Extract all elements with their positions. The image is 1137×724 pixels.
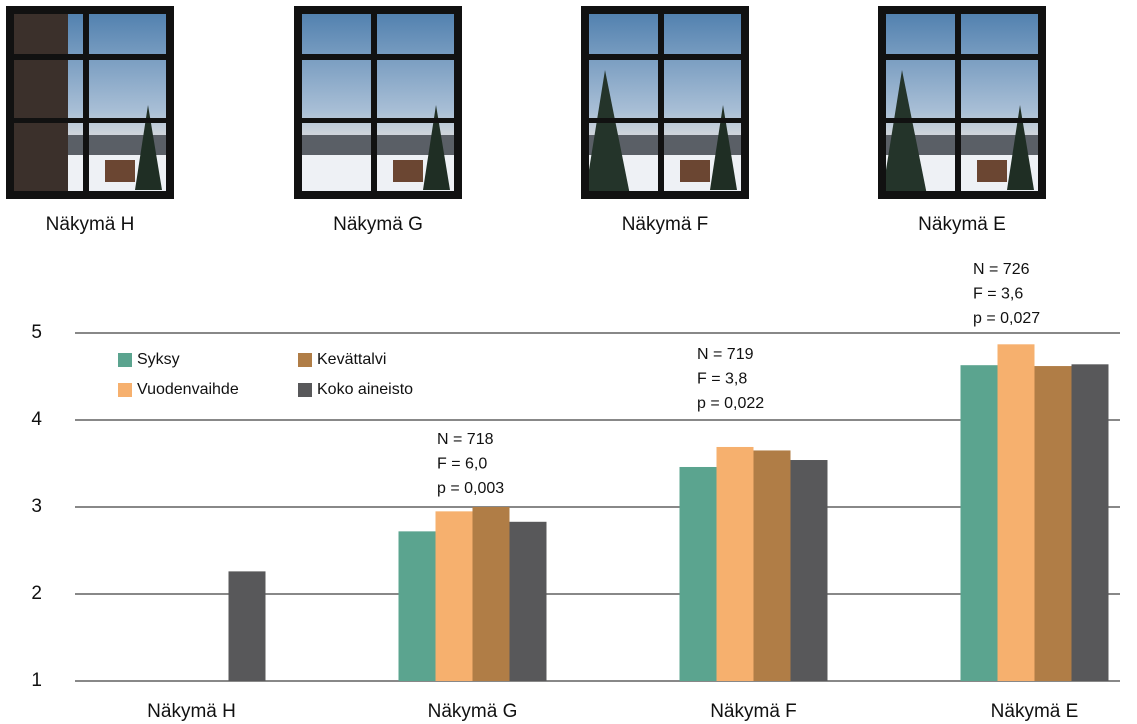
bar: [716, 446, 754, 681]
bar: [997, 344, 1035, 681]
photo-tree: [135, 105, 162, 190]
frame-v: [371, 10, 377, 195]
photo-label: Näkymä F: [622, 214, 709, 235]
photo-building: [10, 10, 68, 195]
frame-h: [882, 118, 1042, 123]
frame-h: [10, 54, 170, 60]
bar: [509, 521, 547, 681]
photo-hills: [298, 135, 458, 155]
photo-hills: [882, 135, 1042, 155]
bar: [435, 511, 473, 681]
photo-house: [977, 160, 1007, 182]
frame: [294, 6, 462, 199]
bar: [228, 571, 266, 681]
photo-tree: [710, 105, 737, 190]
frame-v: [658, 10, 664, 195]
photo-tree: [882, 70, 927, 195]
photo-label: Näkymä G: [333, 214, 423, 235]
bar: [753, 450, 791, 681]
photo: [581, 6, 749, 199]
y-tick-label: 1: [31, 670, 42, 691]
legend-swatch: [118, 383, 132, 397]
annotation: F = 6,0: [437, 456, 487, 473]
x-tick-label: Näkymä G: [428, 701, 518, 722]
photo-house: [105, 160, 135, 182]
y-tick-label: 5: [31, 322, 42, 343]
annotation: F = 3,8: [697, 371, 747, 388]
bar: [1034, 366, 1072, 681]
frame: [581, 6, 749, 199]
photo-label: Näkymä E: [918, 214, 1006, 235]
y-tick-label: 2: [31, 583, 42, 604]
annotation: p = 0,003: [437, 480, 504, 497]
legend-swatch: [118, 353, 132, 367]
legend-label: Kevättalvi: [317, 351, 386, 368]
y-tick-label: 3: [31, 496, 42, 517]
photo-tree: [585, 70, 630, 195]
frame-h: [298, 54, 458, 60]
bar: [398, 531, 436, 681]
y-tick-label: 4: [31, 409, 42, 430]
annotation: p = 0,022: [697, 395, 764, 412]
photo-house: [393, 160, 423, 182]
photo-house: [680, 160, 710, 182]
legend-swatch: [298, 353, 312, 367]
bar: [960, 365, 998, 681]
annotation: N = 718: [437, 431, 494, 448]
photos: [6, 6, 1046, 199]
frame: [878, 6, 1046, 199]
annotation: N = 719: [697, 346, 754, 363]
photo-label: Näkymä H: [46, 214, 135, 235]
frame-h: [585, 54, 745, 60]
x-tick-label: Näkymä F: [710, 701, 797, 722]
bar: [790, 460, 828, 681]
frame-v: [83, 10, 89, 195]
frame-h: [10, 118, 170, 123]
frame-v: [955, 10, 961, 195]
legend-label: Koko aineisto: [317, 381, 413, 398]
legend-label: Syksy: [137, 351, 180, 368]
frame: [6, 6, 174, 199]
photo: [6, 6, 174, 199]
legend-swatch: [298, 383, 312, 397]
bar: [1071, 364, 1109, 681]
photo-hills: [585, 135, 745, 155]
frame-h: [298, 118, 458, 123]
annotation: p = 0,027: [973, 310, 1040, 327]
legend-label: Vuodenvaihde: [137, 381, 239, 398]
frame-h: [585, 118, 745, 123]
annotation: N = 726: [973, 261, 1030, 278]
bar: [679, 466, 717, 681]
photo-tree: [1007, 105, 1034, 190]
photo-tree: [423, 105, 450, 190]
x-tick-label: Näkymä E: [991, 701, 1079, 722]
photo: [294, 6, 462, 199]
annotation: F = 3,6: [973, 286, 1023, 303]
frame-h: [882, 54, 1042, 60]
photo: [878, 6, 1046, 199]
bar: [472, 507, 510, 681]
x-tick-label: Näkymä H: [147, 701, 236, 722]
